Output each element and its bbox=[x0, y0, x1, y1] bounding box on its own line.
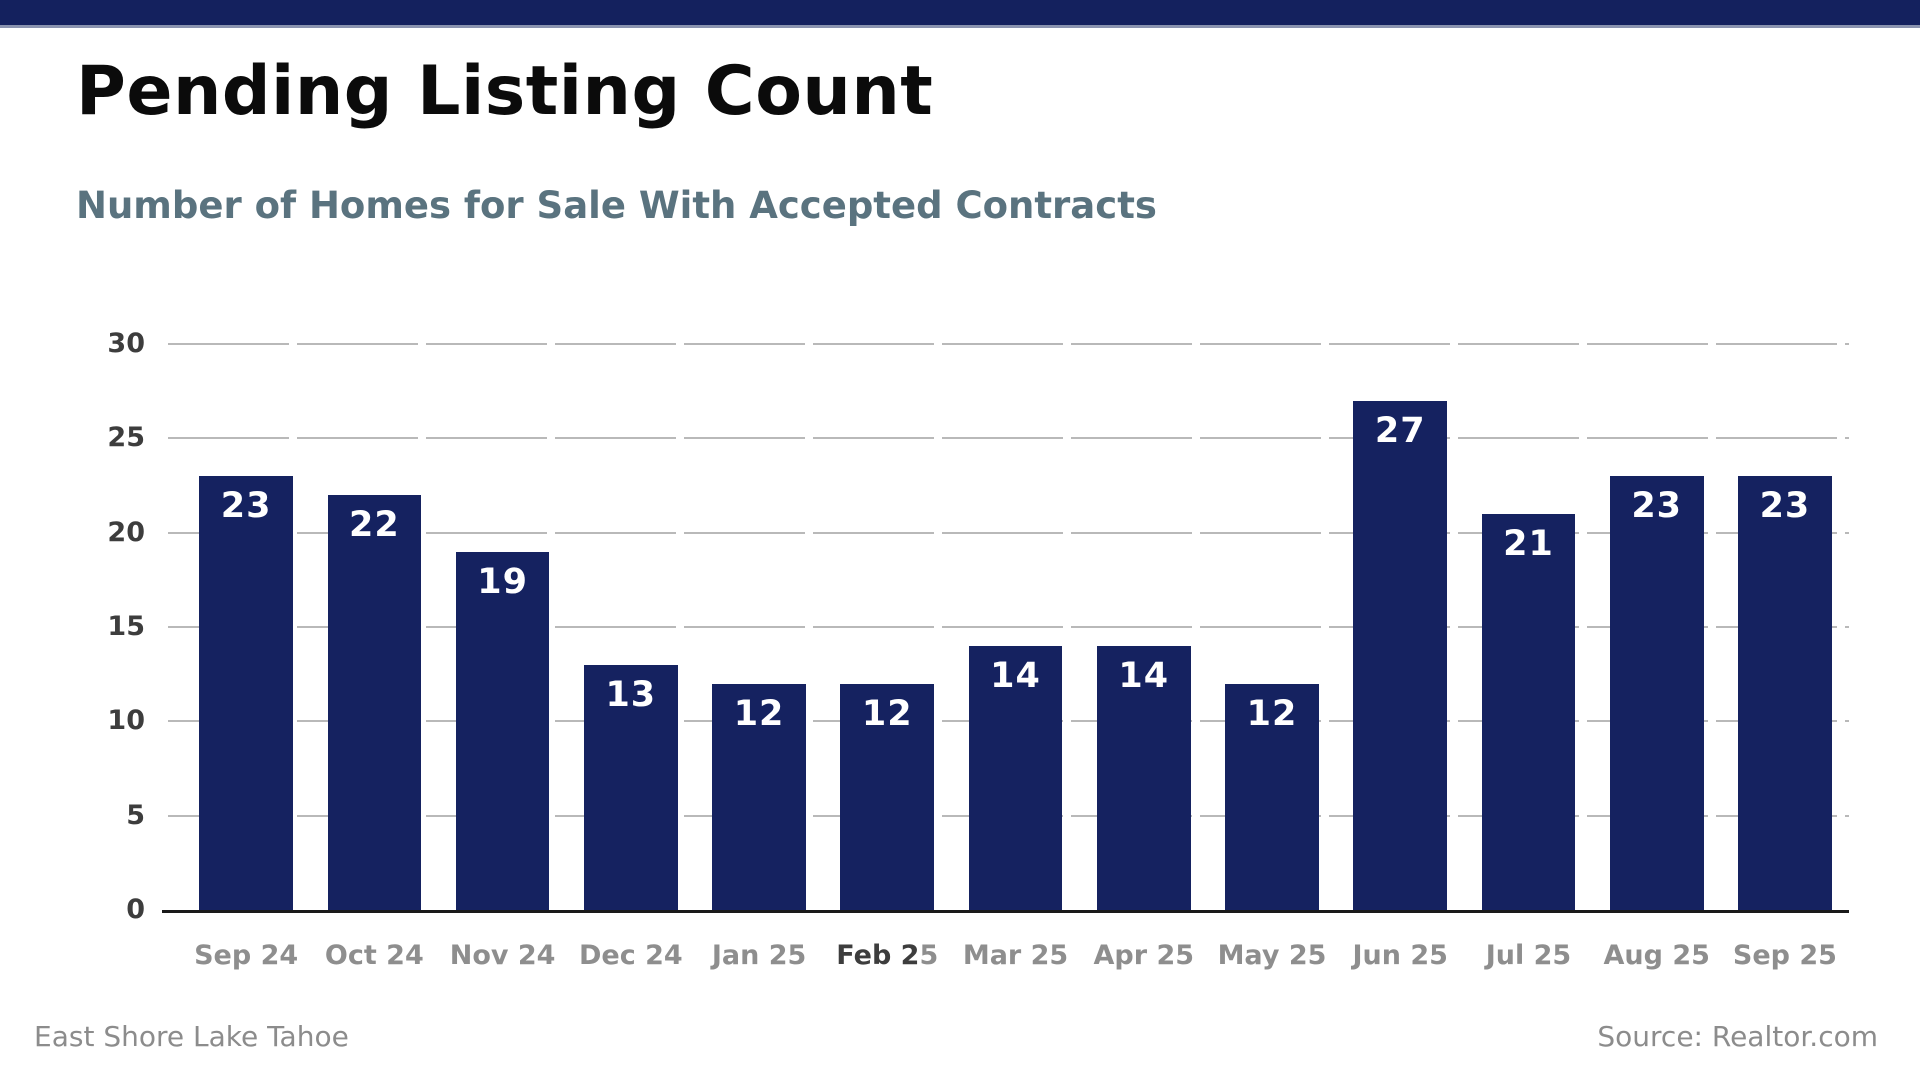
x-axis-label: Aug 25 bbox=[1603, 940, 1710, 971]
y-axis-tick-label: 25 bbox=[107, 422, 145, 454]
bar-value-label: 23 bbox=[1631, 486, 1683, 527]
x-axis-label: Jul 25 bbox=[1485, 940, 1572, 971]
x-axis-label: Nov 24 bbox=[449, 940, 556, 971]
x-axis-label: Oct 24 bbox=[324, 940, 424, 971]
x-axis-label: Apr 25 bbox=[1093, 940, 1195, 971]
bar-value-label: 12 bbox=[861, 693, 913, 734]
page-subtitle: Number of Homes for Sale With Accepted C… bbox=[76, 184, 1157, 227]
y-axis-tick-label: 10 bbox=[107, 705, 145, 737]
bar-value-label: 14 bbox=[990, 655, 1041, 696]
x-axis-label: Sep 24 bbox=[194, 940, 299, 971]
x-axis-label: Jan 25 bbox=[711, 940, 807, 971]
bars-row: 23 22 19 13 12 12 14 14 12 27 21 23 23 bbox=[182, 344, 1849, 910]
bar-value-label: 27 bbox=[1374, 410, 1426, 451]
bar-value-label: 12 bbox=[733, 693, 785, 734]
page-title: Pending Listing Count bbox=[76, 52, 934, 131]
x-axis-label: Dec 24 bbox=[578, 940, 683, 971]
bar: 12 bbox=[712, 683, 806, 910]
y-axis-tick-label: 15 bbox=[107, 611, 145, 642]
bar: 12 bbox=[840, 683, 935, 910]
gridline bbox=[168, 531, 1849, 534]
bar: 22 bbox=[327, 494, 422, 910]
bar-slot: 23 bbox=[1721, 344, 1849, 910]
bar-value-label: 19 bbox=[477, 561, 528, 602]
gridline bbox=[168, 626, 1849, 628]
bar-value-label: 21 bbox=[1503, 523, 1554, 564]
bar-value-label: 23 bbox=[220, 486, 272, 527]
x-axis-label: Mar 25 bbox=[962, 940, 1069, 971]
bar: 19 bbox=[455, 551, 550, 910]
bar: 23 bbox=[1738, 476, 1832, 910]
bar-slot: 12 bbox=[823, 344, 951, 910]
bar: 13 bbox=[584, 664, 678, 910]
bar-slot: 12 bbox=[695, 344, 823, 910]
x-axis-labels: Sep 24 Oct 24 Nov 24 Dec 24 Jan 25 Feb 25 Mar … bbox=[182, 940, 1849, 971]
y-axis-tick-label: 30 bbox=[107, 328, 145, 359]
bar-value-label: 14 bbox=[1118, 655, 1170, 696]
bar: 21 bbox=[1481, 513, 1576, 910]
bar-slot: 27 bbox=[1336, 344, 1464, 910]
x-axis-label: Feb 25 bbox=[836, 940, 939, 971]
footer-source: Source: Realtor.com bbox=[1597, 1020, 1878, 1053]
bar: 23 bbox=[199, 476, 293, 910]
x-axis-label-emphasis: Feb 2 bbox=[836, 940, 920, 971]
bar-value-label: 22 bbox=[348, 504, 400, 545]
x-axis-label: Jun 25 bbox=[1352, 940, 1448, 971]
footer-annotation: East Shore Lake Tahoe bbox=[34, 1020, 349, 1053]
bar: 14 bbox=[968, 645, 1063, 910]
bar-value-label: 23 bbox=[1759, 486, 1811, 527]
y-axis-tick-label: 5 bbox=[126, 799, 145, 831]
bar-slot: 14 bbox=[951, 344, 1079, 910]
x-axis-label: May 25 bbox=[1217, 940, 1327, 971]
top-navy-banner bbox=[0, 0, 1920, 28]
y-axis-tick-label: 20 bbox=[107, 516, 145, 548]
bar-slot: 13 bbox=[567, 344, 695, 910]
bar-value-label: 13 bbox=[605, 674, 657, 715]
bar-slot: 23 bbox=[1593, 344, 1721, 910]
gridline bbox=[168, 343, 1849, 345]
bar-slot: 21 bbox=[1464, 344, 1592, 910]
x-axis-line bbox=[162, 910, 1849, 913]
bar-slot: 23 bbox=[182, 344, 310, 910]
bar-slot: 19 bbox=[438, 344, 566, 910]
bar: 27 bbox=[1353, 400, 1448, 910]
bar: 12 bbox=[1225, 683, 1319, 910]
y-axis: 0 5 10 15 20 25 30 bbox=[0, 330, 145, 924]
bar-slot: 12 bbox=[1208, 344, 1336, 910]
bar-slot: 22 bbox=[310, 344, 438, 910]
gridline bbox=[168, 437, 1849, 440]
plot-area: 23 22 19 13 12 12 14 14 12 27 21 23 23 bbox=[162, 343, 1849, 913]
bar-slot: 14 bbox=[1080, 344, 1208, 910]
y-axis-tick-label: 0 bbox=[126, 894, 145, 925]
bar-value-label: 12 bbox=[1246, 693, 1298, 734]
bar: 23 bbox=[1609, 476, 1704, 910]
x-axis-label: Sep 25 bbox=[1732, 940, 1837, 971]
bar: 14 bbox=[1096, 645, 1191, 910]
